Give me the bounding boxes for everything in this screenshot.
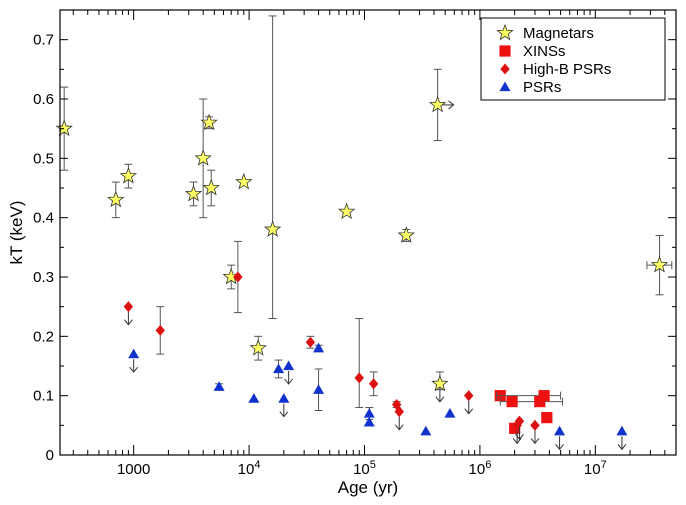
axes: 0 0.1 0.2 0.3 0.4 0.5 0.6 0.7 1000 104 105 106 107 Ag… [7, 9, 677, 497]
legend-label-1: XINSs [523, 43, 566, 60]
point-1-4-marker [538, 390, 550, 402]
point-2-10-upper-limit-arrowhead [515, 433, 524, 440]
x-tick-label-4: 107 [584, 459, 607, 478]
point-0-8-marker [235, 172, 253, 190]
point-0-9-marker [249, 339, 267, 356]
y-tick-label-7: 0.7 [33, 32, 54, 49]
point-0-15-marker [650, 255, 669, 273]
plot-marks [55, 15, 673, 451]
legend-label-3: PSRs [523, 79, 561, 96]
y-tick-label-5: 0.5 [33, 150, 54, 167]
legend-marker-0 [496, 23, 514, 41]
point-0-13-lower-limit-arrowhead [448, 100, 455, 110]
point-3-2-marker [248, 393, 260, 403]
point-2-2-marker [233, 271, 243, 283]
point-2-7-upper-limit-arrowhead [394, 424, 404, 431]
point-0-4-marker [194, 149, 212, 166]
point-1-5-marker [541, 412, 553, 424]
legend-marker-1 [499, 45, 511, 57]
point-2-1-marker [155, 324, 165, 336]
point-3-4-upper-limit-arrowhead [279, 411, 289, 418]
legend-marker-2 [500, 63, 510, 75]
x-tick-label-2: 105 [353, 459, 376, 478]
series-high-b-psrs [123, 240, 540, 445]
y-tick-label-3: 0.3 [33, 269, 54, 286]
point-3-4-marker [278, 393, 290, 403]
point-2-3-marker [305, 336, 316, 348]
point-3-12-upper-limit-arrowhead [555, 443, 564, 451]
point-3-3-marker [273, 363, 285, 374]
series-xinss [494, 390, 564, 434]
point-3-9-marker [363, 416, 375, 427]
legend-label-0: Magnetars [523, 25, 594, 42]
point-3-5-upper-limit-arrowhead [284, 378, 293, 385]
point-2-0-upper-limit-arrowhead [123, 319, 133, 326]
plot-frame [59, 9, 677, 456]
point-3-0-marker [128, 348, 140, 359]
series-magnetars [55, 15, 673, 403]
point-3-12-marker [554, 425, 566, 436]
point-0-14-marker [431, 374, 449, 392]
y-tick-label-1: 0.1 [33, 388, 54, 405]
point-2-0-marker [123, 301, 134, 313]
x-tick-label-3: 106 [469, 459, 492, 478]
point-3-0-upper-limit-arrowhead [129, 366, 139, 373]
point-2-9-upper-limit-arrowhead [512, 438, 522, 445]
point-3-11-marker [444, 407, 456, 418]
point-0-6-marker [202, 178, 220, 196]
legend-label-2: High-B PSRs [523, 61, 611, 78]
point-2-11-upper-limit-arrowhead [530, 438, 540, 445]
point-3-1-marker [213, 381, 225, 391]
point-3-6-marker [313, 384, 325, 394]
point-0-11-marker [337, 202, 356, 220]
plot-border [59, 9, 677, 456]
point-2-7-marker [394, 406, 404, 418]
point-0-2-marker [119, 166, 138, 184]
point-3-13-marker [616, 425, 628, 436]
point-0-0-marker [55, 119, 73, 137]
point-0-1-marker [107, 190, 125, 208]
point-0-13-marker [428, 95, 447, 113]
point-0-14-upper-limit-arrowhead [435, 396, 445, 403]
y-tick-label-2: 0.2 [33, 328, 54, 345]
point-3-13-upper-limit-arrowhead [617, 443, 627, 451]
y-tick-label-0: 0 [46, 447, 54, 464]
point-2-10-marker [514, 415, 525, 427]
point-0-10-marker [263, 220, 282, 237]
legend-marker-3 [499, 81, 511, 92]
point-0-12-marker [397, 226, 415, 243]
y-axis-title: kT (keV) [7, 201, 26, 265]
point-2-8-upper-limit-arrowhead [464, 408, 474, 415]
y-tick-label-4: 0.4 [33, 210, 54, 227]
x-axis-title: Age (yr) [338, 478, 398, 497]
point-3-8-marker [363, 407, 375, 418]
point-3-5-marker [283, 360, 295, 371]
y-tick-label-6: 0.6 [33, 91, 54, 108]
point-0-3-marker [184, 184, 203, 202]
x-tick-label-1: 104 [238, 459, 261, 478]
point-3-7-marker [313, 342, 325, 353]
point-3-10-marker [420, 425, 432, 436]
point-2-11-marker [530, 419, 540, 431]
x-tick-label-0: 1000 [117, 461, 150, 478]
series-psrs [128, 342, 628, 451]
point-2-5-marker [368, 378, 379, 390]
point-2-4-marker [354, 372, 364, 384]
point-1-1-marker [506, 396, 518, 408]
point-2-8-marker [464, 390, 474, 402]
point-0-5-marker [200, 113, 218, 131]
